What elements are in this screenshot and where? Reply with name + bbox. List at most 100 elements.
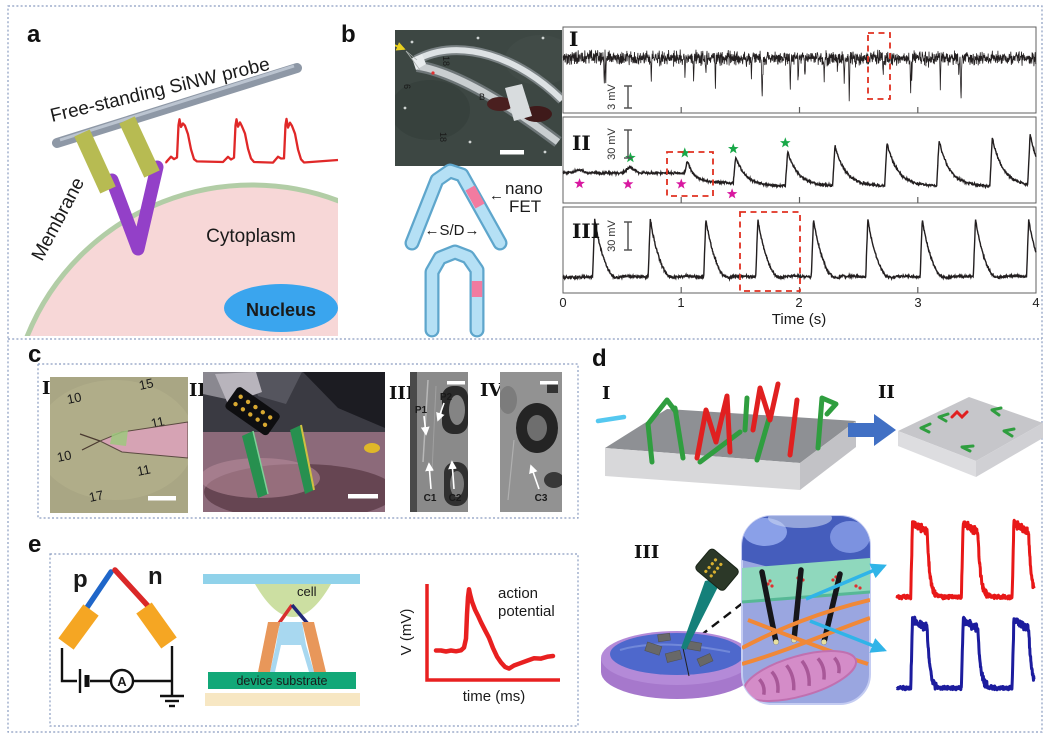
highlight-box-I — [867, 32, 891, 100]
svg-text:10: 10 — [56, 447, 73, 465]
highlight-boxes — [666, 32, 891, 292]
trace-box-I — [562, 26, 1037, 114]
d3-arrow-to-red-trace — [805, 563, 887, 601]
x-axis-title: Time (s) — [772, 311, 826, 328]
d3-mitochondrion — [742, 649, 858, 703]
c-sub-IV: IV — [480, 380, 503, 401]
probe-arm-right — [119, 116, 160, 178]
scale-bar-label-II: 30 mV — [606, 127, 618, 159]
spike-star-markers — [574, 137, 791, 199]
c-image-3-cell-micrograph: P1 P2 C1 C2 — [410, 372, 468, 512]
e-device-schematic: cell device substrate — [203, 574, 360, 706]
panel-e-label: e — [28, 531, 41, 558]
ammeter-circle — [109, 668, 135, 694]
trace-box-II — [562, 116, 1037, 204]
sem-ribbon-top — [414, 47, 562, 103]
green-star-marker — [625, 152, 636, 163]
d2-slab-front — [898, 431, 976, 477]
e-base-layer — [205, 693, 360, 706]
d3-probe — [681, 548, 739, 650]
svg-text:15: 15 — [138, 375, 155, 393]
scale-bar-label-III: 30 mV — [606, 219, 618, 251]
c-image-4-cell-micrograph: C3 — [500, 372, 562, 512]
cell-schematic — [24, 182, 338, 336]
contact-left — [58, 604, 99, 650]
sem-tip — [412, 54, 426, 70]
e-plot-ylabel: V (mV) — [398, 609, 415, 656]
x-tick-0: 0 — [559, 295, 566, 310]
n-type-label: n — [148, 563, 163, 590]
nucleus-shape — [224, 284, 338, 332]
d3-dashed-link-1 — [699, 601, 745, 637]
x-tick-4: 4 — [1032, 295, 1039, 310]
nanofet-arrow: ← — [489, 187, 504, 204]
c3-C2: C2 — [449, 493, 462, 504]
c1-probe-tip-pad — [110, 430, 128, 446]
nanowire-tip-shape — [105, 160, 164, 256]
nanofet-label-line1: nano — [505, 179, 543, 198]
d2-slab-top — [898, 397, 1043, 461]
d3-cell-inset — [741, 515, 871, 705]
sem-image: 18 B 6 18 — [395, 30, 562, 166]
magenta-star-marker — [675, 178, 687, 189]
c-image-2-setup-photo — [203, 372, 385, 512]
inner-ticks — [680, 107, 919, 293]
green-star-marker — [728, 143, 739, 154]
d3-blue-trace — [895, 615, 1036, 692]
transition-trace — [562, 134, 1037, 190]
nucleus-label: Nucleus — [246, 300, 316, 320]
c2-connector — [225, 387, 280, 436]
p-segment — [83, 569, 114, 612]
svg-text:17: 17 — [88, 487, 105, 505]
panel-c-border — [37, 363, 579, 519]
d3-red-trace — [895, 518, 1036, 601]
e-cell-shape — [255, 584, 331, 617]
d2-slab-side — [976, 423, 1043, 477]
magenta-star-marker — [574, 178, 585, 189]
sem-ribbon-bottom — [416, 62, 561, 145]
c3-annotations: P1 P2 C1 C2 — [415, 392, 462, 504]
contact-right — [136, 602, 177, 649]
panel-c: c I II III IV 10 15 11 10 11 17 — [28, 341, 562, 513]
nanofet-segment — [465, 185, 485, 209]
recording-traces: I II III 3 mV 30 mV 30 mV 0 1 2 3 4 Time… — [559, 26, 1040, 328]
d3-arrow-to-blue-trace — [809, 619, 887, 653]
e-cell-label: cell — [297, 584, 317, 599]
e-u-channel — [276, 622, 306, 645]
c-sub-I: I — [42, 378, 50, 399]
d3-probe-neck — [681, 577, 723, 650]
c2-green-probe-left — [242, 431, 268, 498]
e-top-coverslip — [203, 574, 360, 584]
sem-marker-18b: 18 — [438, 132, 448, 142]
d3-petri-dish — [601, 631, 753, 699]
intracellular-trace — [562, 218, 1037, 282]
e-plot-annotation-1: action — [498, 585, 538, 602]
e-arm-left — [258, 622, 280, 672]
x-tick-1: 1 — [677, 295, 684, 310]
probe-arm-left — [74, 129, 116, 194]
d3-device-chips — [644, 632, 714, 667]
d1-substrate-standing-wires — [595, 381, 856, 490]
process-arrow — [848, 414, 896, 446]
sem-marker-18: 18 — [441, 56, 451, 66]
c4-C3: C3 — [535, 493, 548, 504]
panel-b-label: b — [341, 21, 356, 48]
d-sub-II: II — [878, 382, 895, 403]
panel-a-label: a — [27, 21, 41, 48]
scale-bars — [624, 85, 632, 251]
sem-dark-window-1 — [487, 97, 513, 111]
sem-scale-bar — [500, 150, 524, 155]
e-plot-xlabel: time (ms) — [463, 688, 526, 705]
scale-bar-label-I: 3 mV — [606, 84, 618, 110]
d1-blue-wire — [595, 414, 627, 424]
d1-slab-side — [800, 421, 856, 490]
magenta-star-marker — [622, 178, 634, 189]
d-sub-III: III — [634, 542, 659, 563]
e-arm-right — [302, 622, 326, 672]
c3-P1: P1 — [415, 405, 428, 416]
panel-c-label: c — [28, 341, 41, 368]
panel-d-label: d — [592, 345, 607, 372]
e-substrate-bar — [208, 672, 356, 689]
outer-border — [7, 5, 1043, 733]
